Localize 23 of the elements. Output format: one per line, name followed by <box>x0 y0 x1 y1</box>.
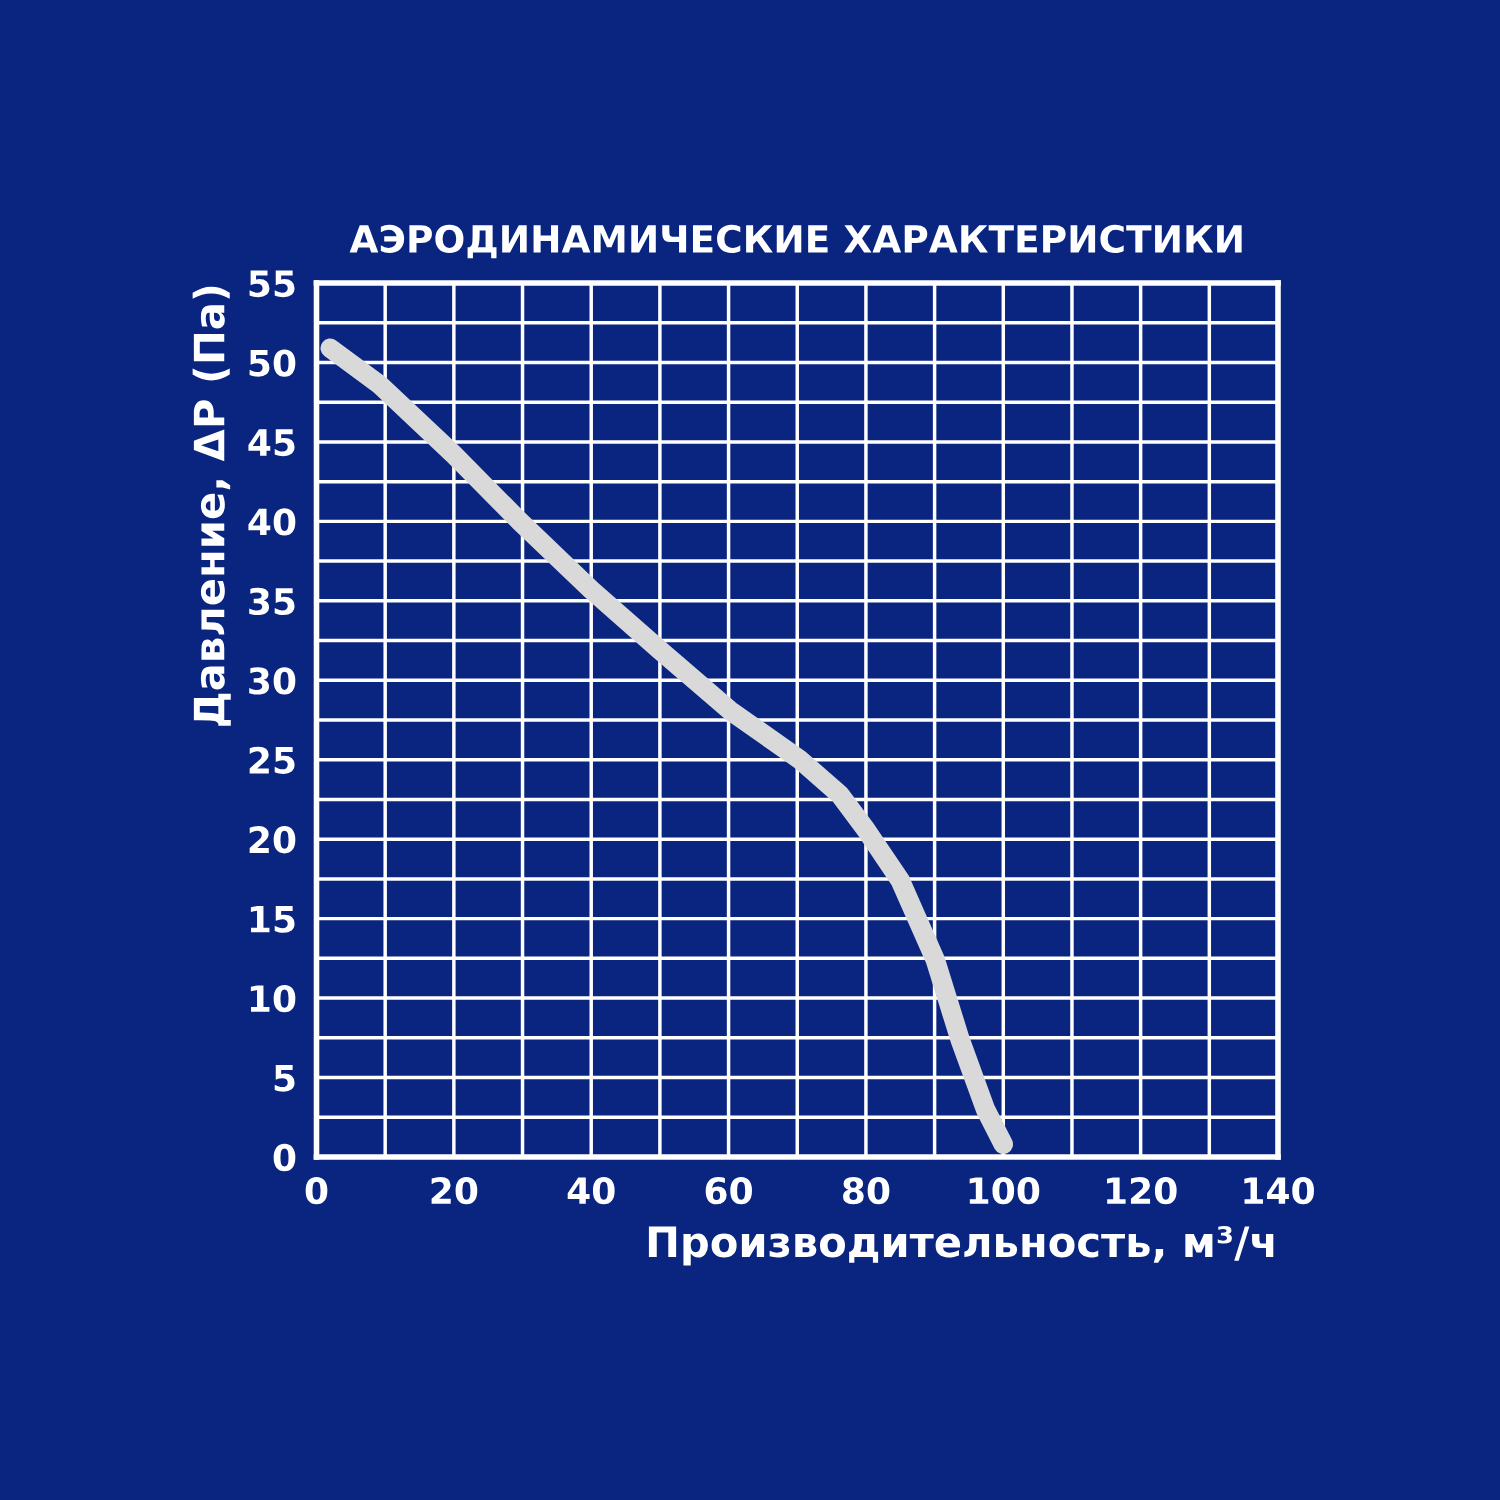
y-tick-label: 5 <box>274 1064 295 1092</box>
x-tick-label: 0 <box>305 1177 328 1205</box>
x-tick-label: 120 <box>1107 1177 1177 1205</box>
x-tick-label: 80 <box>843 1177 890 1205</box>
y-tick-label: 25 <box>249 746 295 774</box>
x-tick-label: 60 <box>705 1177 752 1205</box>
x-tick-label: 40 <box>567 1177 615 1205</box>
y-tick-label: 20 <box>249 826 296 854</box>
chart-title: АЭРОДИНАМИЧЕСКИЕ ХАРАКТЕРИСТИКИ <box>349 224 1242 259</box>
x-tick-label: 140 <box>1244 1177 1314 1205</box>
y-tick-label: 40 <box>248 508 296 536</box>
y-tick-label: 0 <box>273 1143 296 1172</box>
x-tick-label: 100 <box>969 1177 1040 1205</box>
y-axis-title: Давление, ΔP (Па) <box>192 286 231 726</box>
y-tick-label: 15 <box>250 906 295 933</box>
x-tick-label: 20 <box>431 1177 478 1205</box>
y-tick-label: 55 <box>249 270 295 298</box>
y-tick-label: 35 <box>249 587 295 616</box>
y-tick-label: 50 <box>249 349 296 377</box>
y-tick-label: 10 <box>250 984 296 1013</box>
x-axis-title: Производительность, м³/ч <box>648 1225 1274 1266</box>
y-tick-label: 30 <box>249 667 296 695</box>
y-tick-label: 45 <box>248 429 295 457</box>
